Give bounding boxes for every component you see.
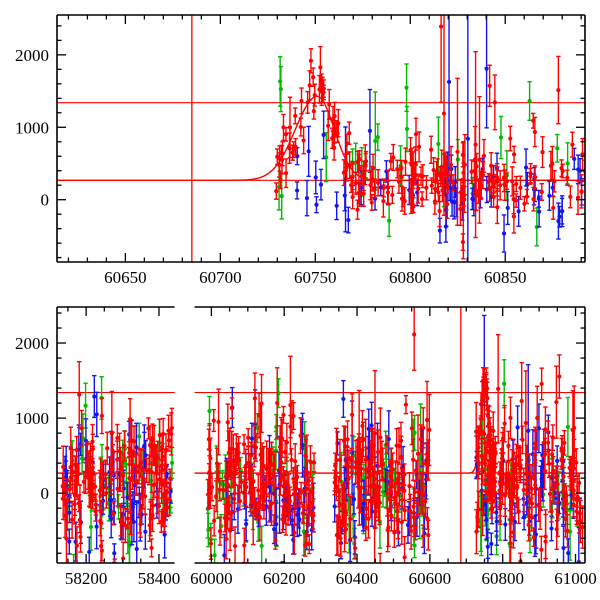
x-tick-label: 60700 [199, 268, 242, 287]
x-tick-label: 60600 [409, 569, 452, 588]
tick-labels: 60650 60700 60750 60800 60850 0 1000 2000 [15, 46, 526, 287]
x-tick-label: 61000 [554, 569, 597, 588]
x-tick-label: 60800 [481, 569, 524, 588]
red-survey-points [274, 15, 585, 260]
y-tick-label: 0 [41, 484, 50, 503]
y-tick-label: 1000 [15, 118, 49, 137]
y-tick-label: 2000 [15, 334, 49, 353]
y-tick-label: 0 [41, 191, 50, 210]
x-tick-label: 60800 [389, 268, 432, 287]
y-tick-label: 1000 [15, 409, 49, 428]
x-tick-label: 60650 [104, 268, 147, 287]
tick-marks [57, 15, 585, 262]
x-tick-label: 60850 [484, 268, 527, 287]
tick-labels: 58200 58400 60000 60200 60400 60600 60800 61000… [15, 334, 597, 588]
x-tick-label: 58400 [138, 569, 181, 588]
tick-marks [57, 307, 585, 563]
x-tick-label: 60000 [190, 569, 233, 588]
axes-frame [56, 306, 586, 564]
top-plot-area [57, 15, 585, 262]
x-tick-label: 58200 [65, 569, 108, 588]
bottom-panel: 58200 58400 60000 60200 60400 60600 60800 61000… [15, 306, 597, 588]
x-tick-label: 60750 [294, 268, 337, 287]
red-survey-points [60, 307, 585, 563]
x-tick-label: 60400 [336, 569, 379, 588]
bottom-plot-area [57, 307, 585, 563]
y-tick-label: 2000 [15, 46, 49, 65]
x-tick-label: 60200 [263, 569, 306, 588]
top-panel: 60650 60700 60750 60800 60850 0 1000 2000 [15, 14, 586, 287]
